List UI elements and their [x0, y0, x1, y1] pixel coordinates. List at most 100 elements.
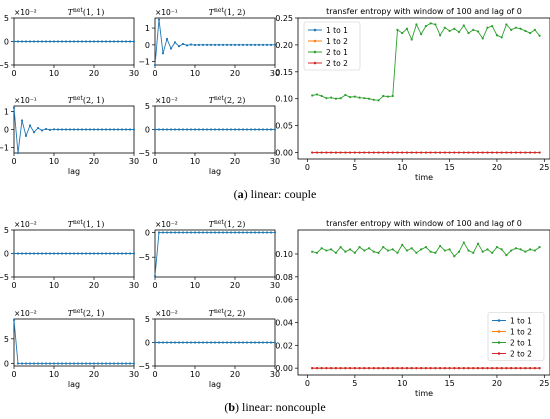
- axis-exponent: ×10⁻²: [155, 220, 178, 229]
- data-point: [462, 241, 465, 244]
- legend-label: 1 to 2: [510, 328, 532, 337]
- data-point: [12, 252, 16, 255]
- x-tick-label: 20: [89, 281, 99, 290]
- data-point: [237, 128, 241, 131]
- plot-frame: [297, 229, 550, 376]
- data-point: [401, 31, 404, 35]
- data-point: [64, 252, 68, 255]
- chart-a-2: 0 10 20 30−101×10⁻¹ Tnet(1, 2): [138, 7, 280, 78]
- data-point: [245, 341, 249, 344]
- x-axis-label: time: [415, 389, 433, 398]
- data-point: [491, 251, 494, 254]
- y-tick-label: −5: [138, 362, 150, 371]
- data-point: [64, 362, 68, 365]
- x-tick-label: 0: [152, 281, 157, 290]
- chart-title: Tnet(1, 2): [209, 219, 246, 229]
- y-tick-label: −5: [138, 253, 150, 262]
- data-point: [237, 43, 241, 46]
- data-point: [213, 341, 217, 344]
- data-point: [229, 341, 233, 344]
- chart-title: transfer entropy with window of 100 and …: [326, 7, 522, 16]
- chart-b-3: 0 10 20 30 0 5 lag ×10⁻² Tnet(2, 1): [4, 308, 139, 389]
- data-point: [217, 341, 221, 344]
- data-point: [481, 367, 484, 370]
- data-point: [120, 362, 124, 365]
- plot-frame: [154, 229, 276, 278]
- y-tick-label: 1: [145, 24, 150, 33]
- data-point: [269, 231, 273, 234]
- legend-label: 2 to 2: [326, 59, 348, 68]
- x-tick-label: 0: [305, 379, 310, 388]
- x-tick-label: 0: [152, 370, 157, 379]
- x-axis-label: time: [415, 173, 433, 182]
- data-point: [349, 367, 352, 370]
- data-point: [80, 128, 84, 131]
- data-point: [334, 97, 337, 100]
- data-point: [273, 43, 277, 46]
- data-point: [229, 128, 233, 131]
- data-point: [524, 29, 527, 33]
- data-point: [386, 95, 390, 98]
- series-line-value: [13, 319, 134, 364]
- data-point: [20, 362, 24, 365]
- data-point: [213, 231, 217, 234]
- data-point: [538, 246, 541, 249]
- data-point: [401, 367, 404, 370]
- data-point: [153, 128, 157, 131]
- data-point: [185, 341, 189, 344]
- data-point: [386, 367, 390, 370]
- x-tick-label: 15: [444, 379, 454, 388]
- data-point: [56, 40, 60, 43]
- x-tick-label: 30: [270, 281, 280, 290]
- x-tick-label: 25: [539, 379, 549, 388]
- data-point: [40, 252, 44, 255]
- x-tick-label: 10: [49, 281, 59, 290]
- x-tick-label: 20: [492, 379, 502, 388]
- data-point: [229, 231, 233, 234]
- data-point: [491, 367, 494, 370]
- data-point: [429, 250, 432, 253]
- data-point: [415, 251, 418, 254]
- data-point: [514, 247, 517, 250]
- legend-marker: [313, 28, 317, 32]
- data-point: [217, 231, 221, 234]
- data-point: [185, 128, 189, 131]
- data-point: [510, 367, 513, 370]
- data-point: [161, 52, 165, 55]
- x-axis-label: lag: [68, 167, 80, 176]
- data-point: [257, 128, 261, 131]
- data-point: [44, 127, 48, 131]
- data-point: [32, 40, 36, 43]
- x-tick-label: 10: [397, 379, 407, 388]
- data-point: [249, 231, 253, 234]
- data-point: [116, 252, 120, 255]
- y-tick-label: 0.06: [275, 296, 293, 305]
- data-point: [92, 40, 96, 43]
- data-point: [265, 128, 269, 131]
- data-point: [112, 362, 116, 365]
- data-point: [269, 128, 273, 131]
- data-point: [24, 252, 28, 255]
- data-point: [108, 40, 112, 43]
- data-point: [325, 97, 328, 100]
- data-point: [96, 252, 100, 255]
- data-point: [391, 94, 394, 98]
- y-tick-label: 0.10: [275, 250, 293, 259]
- y-tick-label: 5: [4, 226, 9, 235]
- data-point: [36, 40, 40, 43]
- data-point: [420, 33, 423, 36]
- data-point: [320, 151, 323, 154]
- data-point: [349, 248, 352, 251]
- data-point: [48, 40, 52, 43]
- data-point: [311, 94, 314, 97]
- data-point: [396, 151, 399, 154]
- data-point: [165, 128, 169, 131]
- data-point: [108, 362, 112, 365]
- series-line-2-to-1: [312, 241, 540, 257]
- data-point: [128, 128, 132, 131]
- data-point: [410, 151, 413, 154]
- data-point: [453, 367, 456, 370]
- data-point: [434, 251, 437, 254]
- data-point: [12, 318, 16, 322]
- legend-box: [303, 21, 361, 71]
